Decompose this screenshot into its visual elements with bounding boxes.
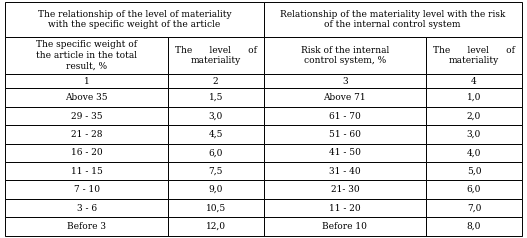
Bar bbox=[5, 107, 168, 125]
Text: Relationship of the materiality level with the risk
of the internal control syst: Relationship of the materiality level wi… bbox=[280, 10, 505, 29]
Text: 3,0: 3,0 bbox=[467, 130, 481, 139]
Text: 6,0: 6,0 bbox=[209, 148, 223, 157]
Bar bbox=[168, 199, 264, 217]
Text: Above 71: Above 71 bbox=[324, 93, 366, 102]
Text: 9,0: 9,0 bbox=[209, 185, 223, 194]
Text: 16 - 20: 16 - 20 bbox=[71, 148, 102, 157]
Bar bbox=[5, 125, 168, 144]
Text: 41 - 50: 41 - 50 bbox=[329, 148, 361, 157]
Text: 2: 2 bbox=[213, 77, 219, 86]
Bar bbox=[426, 89, 522, 107]
Bar bbox=[5, 217, 168, 236]
Text: 3: 3 bbox=[342, 77, 348, 86]
Text: 7,0: 7,0 bbox=[467, 203, 481, 213]
Bar bbox=[168, 217, 264, 236]
Bar bbox=[264, 144, 426, 162]
Bar bbox=[264, 107, 426, 125]
Bar bbox=[168, 107, 264, 125]
Bar bbox=[5, 162, 168, 180]
Bar bbox=[5, 2, 264, 37]
Text: 29 - 35: 29 - 35 bbox=[71, 112, 102, 120]
Bar bbox=[264, 217, 426, 236]
Bar bbox=[168, 125, 264, 144]
Text: 4,5: 4,5 bbox=[209, 130, 223, 139]
Bar bbox=[426, 37, 522, 74]
Text: Risk of the internal
control system, %: Risk of the internal control system, % bbox=[301, 46, 389, 65]
Text: 7,5: 7,5 bbox=[209, 167, 223, 176]
Text: The      level      of
materiality: The level of materiality bbox=[433, 46, 515, 65]
Bar bbox=[168, 144, 264, 162]
Bar bbox=[426, 74, 522, 89]
Bar bbox=[426, 162, 522, 180]
Bar bbox=[168, 74, 264, 89]
Text: 10,5: 10,5 bbox=[206, 203, 226, 213]
Bar bbox=[264, 199, 426, 217]
Bar bbox=[426, 107, 522, 125]
Text: 6,0: 6,0 bbox=[467, 185, 481, 194]
Text: 8,0: 8,0 bbox=[467, 222, 481, 231]
Bar bbox=[5, 37, 168, 74]
Text: 51 - 60: 51 - 60 bbox=[329, 130, 361, 139]
Bar bbox=[5, 144, 168, 162]
Bar bbox=[168, 180, 264, 199]
Text: 2,0: 2,0 bbox=[467, 112, 481, 120]
Text: Before 10: Before 10 bbox=[323, 222, 367, 231]
Bar bbox=[5, 89, 168, 107]
Text: 1: 1 bbox=[84, 77, 90, 86]
Text: The      level      of
materiality: The level of materiality bbox=[175, 46, 257, 65]
Text: 4,0: 4,0 bbox=[467, 148, 481, 157]
Text: 3 - 6: 3 - 6 bbox=[76, 203, 96, 213]
Bar bbox=[264, 89, 426, 107]
Text: 21 - 28: 21 - 28 bbox=[71, 130, 102, 139]
Text: 11 - 15: 11 - 15 bbox=[71, 167, 103, 176]
Text: Above 35: Above 35 bbox=[65, 93, 108, 102]
Bar bbox=[426, 125, 522, 144]
Text: The specific weight of
the article in the total
result, %: The specific weight of the article in th… bbox=[36, 40, 137, 70]
Bar bbox=[264, 2, 522, 37]
Bar bbox=[264, 162, 426, 180]
Text: 1,0: 1,0 bbox=[467, 93, 481, 102]
Bar bbox=[264, 37, 426, 74]
Text: 1,5: 1,5 bbox=[209, 93, 223, 102]
Text: 61 - 70: 61 - 70 bbox=[329, 112, 360, 120]
Bar bbox=[5, 199, 168, 217]
Bar bbox=[426, 144, 522, 162]
Bar bbox=[168, 89, 264, 107]
Text: 5,0: 5,0 bbox=[467, 167, 481, 176]
Bar bbox=[168, 37, 264, 74]
Text: The relationship of the level of materiality
with the specific weight of the art: The relationship of the level of materia… bbox=[37, 10, 231, 29]
Text: 7 - 10: 7 - 10 bbox=[74, 185, 100, 194]
Bar bbox=[426, 217, 522, 236]
Text: 4: 4 bbox=[471, 77, 477, 86]
Text: Before 3: Before 3 bbox=[67, 222, 106, 231]
Text: 21- 30: 21- 30 bbox=[330, 185, 359, 194]
Bar bbox=[426, 199, 522, 217]
Bar bbox=[5, 74, 168, 89]
Text: 12,0: 12,0 bbox=[206, 222, 226, 231]
Text: 3,0: 3,0 bbox=[209, 112, 223, 120]
Text: 11 - 20: 11 - 20 bbox=[329, 203, 360, 213]
Bar bbox=[264, 125, 426, 144]
Text: 31 - 40: 31 - 40 bbox=[329, 167, 360, 176]
Bar bbox=[5, 180, 168, 199]
Bar bbox=[168, 162, 264, 180]
Bar bbox=[264, 74, 426, 89]
Bar bbox=[426, 180, 522, 199]
Bar bbox=[264, 180, 426, 199]
